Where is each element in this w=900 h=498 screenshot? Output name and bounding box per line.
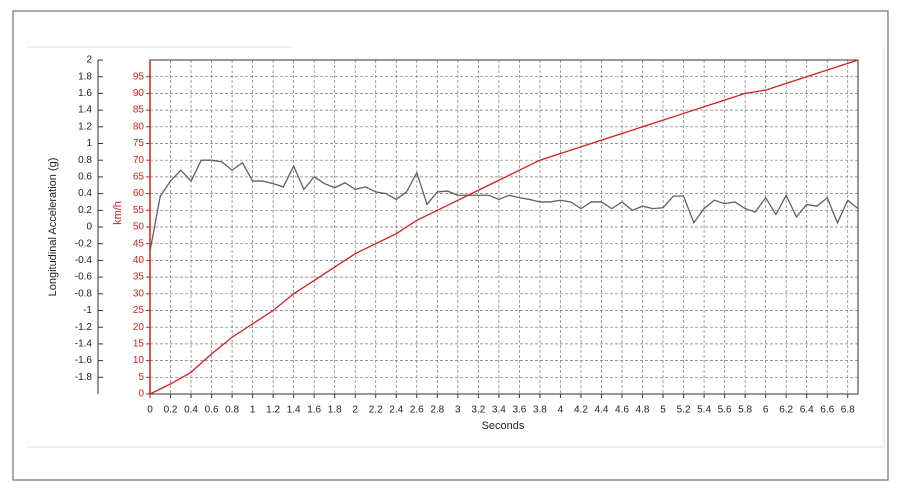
y2-tick-label: 15 (133, 339, 145, 350)
x-tick-label: 3.8 (533, 405, 547, 416)
y-tick-label: -0.2 (75, 238, 93, 249)
y-tick-label: 1.4 (78, 105, 92, 116)
series-line (149, 159, 859, 252)
x-tick-label: 6.2 (779, 405, 793, 416)
y2-axis-label: km/h (112, 201, 124, 225)
y2-tick-label: 90 (133, 88, 145, 99)
x-tick-label: 2.4 (389, 405, 403, 416)
x-tick-label: 1.2 (266, 405, 280, 416)
series-line (149, 59, 859, 395)
y2-tick-label: 30 (133, 288, 145, 299)
y-tick-label: -1.4 (75, 339, 93, 350)
y-tick-label: 0.6 (78, 172, 92, 183)
y2-tick-label: 65 (133, 172, 145, 183)
x-tick-label: 5.2 (677, 405, 691, 416)
x-tick-label: 0.4 (184, 405, 198, 416)
x-tick-label: 3 (455, 405, 461, 416)
y2-tick-label: 0 (138, 389, 144, 400)
y-axis-label: Longitudinal Acceleration (g) (47, 158, 59, 297)
y-tick-label: -1 (83, 305, 92, 316)
x-tick-label: 3.4 (492, 405, 506, 416)
y-tick-label: 0 (86, 222, 92, 233)
frame (12, 10, 889, 481)
y2-tick-label: 80 (133, 121, 145, 132)
x-tick-label: 5.8 (738, 405, 752, 416)
y2-tick-label: 50 (133, 222, 145, 233)
x-tick-label: 1.4 (287, 405, 301, 416)
x-tick-label: 4.4 (595, 405, 609, 416)
x-tick-label: 5.6 (718, 405, 732, 416)
y-tick-label: 1.8 (78, 71, 92, 82)
y-tick-label: 0.2 (78, 205, 92, 216)
x-tick-label: 6.8 (841, 405, 855, 416)
x-tick-label: 6.4 (800, 405, 814, 416)
x-tick-label: 3.6 (512, 405, 526, 416)
y-tick-label: -0.6 (75, 272, 93, 283)
y-tick-label: -1.2 (75, 322, 93, 333)
x-tick-label: 3.2 (471, 405, 485, 416)
y-tick-label: -1.6 (75, 355, 93, 366)
x-tick-label: 4.8 (636, 405, 650, 416)
y-tick-label: 0.8 (78, 155, 92, 166)
x-tick-label: 4.2 (574, 405, 588, 416)
x-tick-label: 1.6 (307, 405, 321, 416)
x-tick-label: 0.2 (164, 405, 178, 416)
y2-tick-label: 5 (138, 372, 144, 383)
x-tick-label: 1.8 (328, 405, 342, 416)
x-tick-label: 6.6 (820, 405, 834, 416)
x-tick-label: 4.6 (615, 405, 629, 416)
y-tick-label: -0.8 (75, 288, 93, 299)
y2-tick-label: 85 (133, 105, 145, 116)
y-tick-label: 1.6 (78, 88, 92, 99)
x-tick-label: 2 (352, 405, 358, 416)
y2-tick-label: 45 (133, 238, 145, 249)
y-tick-label: 0.4 (78, 188, 92, 199)
y-tick-label: -0.4 (75, 255, 93, 266)
y2-tick-label: 10 (133, 355, 145, 366)
y2-tick-label: 25 (133, 305, 145, 316)
x-tick-label: 4 (558, 405, 564, 416)
y2-tick-label: 40 (133, 255, 145, 266)
y-tick-label: -1.8 (75, 372, 93, 383)
y2-tick-label: 75 (133, 138, 145, 149)
x-tick-label: 6 (763, 405, 769, 416)
x-tick-label: 1 (250, 405, 256, 416)
y2-tick-label: 20 (133, 322, 145, 333)
x-axis-label: Seconds (482, 420, 525, 432)
x-tick-label: 0 (147, 405, 153, 416)
y-tick-label: 1 (86, 138, 92, 149)
x-tick-label: 0.8 (225, 405, 239, 416)
x-tick-label: 2.8 (430, 405, 444, 416)
y-tick-label: 1.2 (78, 121, 92, 132)
x-tick-label: 2.6 (410, 405, 424, 416)
y2-tick-label: 70 (133, 155, 145, 166)
y2-tick-label: 55 (133, 205, 145, 216)
x-tick-label: 5 (660, 405, 666, 416)
y-tick-label: 2 (86, 55, 92, 66)
x-tick-label: 0.6 (205, 405, 219, 416)
y2-tick-label: 95 (133, 71, 145, 82)
y2-tick-label: 35 (133, 272, 145, 283)
y2-tick-label: 60 (133, 188, 145, 199)
x-tick-label: 2.2 (369, 405, 383, 416)
x-tick-label: 5.4 (697, 405, 711, 416)
